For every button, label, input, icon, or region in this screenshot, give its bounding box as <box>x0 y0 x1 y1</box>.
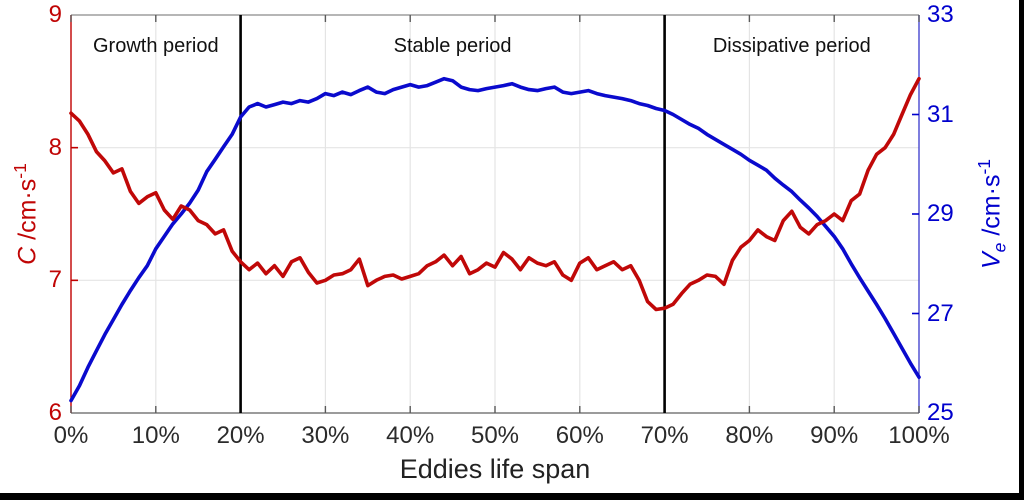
x-tick-label: 30% <box>301 422 350 449</box>
x-tick-label: 20% <box>216 422 265 449</box>
right-axis-variable: V <box>977 252 1006 270</box>
x-tick-label: 40% <box>386 422 435 449</box>
left-tick-label: 9 <box>48 1 62 28</box>
right-axis-unit: /cm·s <box>977 174 1006 243</box>
x-tick-label: 60% <box>555 422 604 449</box>
left-axis-variable: C <box>13 246 42 265</box>
x-tick-label: 0% <box>53 422 89 449</box>
left-axis-exponent: -1 <box>10 163 30 179</box>
period-label: Growth period <box>92 35 219 57</box>
right-tick-label: 27 <box>927 299 954 327</box>
x-tick-label: 80% <box>725 422 774 449</box>
x-axis-title: Eddies life span <box>399 454 591 484</box>
ve-curve <box>69 76 921 403</box>
right-tick-label: 33 <box>927 1 954 28</box>
period-label: Dissipative period <box>712 35 871 57</box>
right-axis-title: Ve /cm·s-1 <box>969 104 1009 324</box>
left-axis-unit: /cm·s <box>13 178 42 247</box>
c-curve <box>69 76 921 312</box>
right-tick-label: 31 <box>927 100 954 128</box>
left-axis-title: C /cm·s-1 <box>5 104 41 324</box>
x-tick-label: 90% <box>810 422 859 449</box>
x-tick-label: 10% <box>131 422 180 449</box>
right-axis-exponent: -1 <box>974 158 994 175</box>
right-tick-label: 25 <box>927 399 954 426</box>
period-label: Stable period <box>393 35 512 57</box>
screenshot-bottom-border <box>0 493 1024 500</box>
x-tick-label: 100% <box>888 422 950 449</box>
screenshot-right-border <box>1019 0 1024 500</box>
right-axis-subscript: e <box>989 242 1010 253</box>
left-tick-label: 8 <box>48 133 62 161</box>
left-tick-label: 6 <box>48 399 62 426</box>
right-tick-label: 29 <box>927 200 954 227</box>
x-tick-label: 50% <box>470 422 520 449</box>
left-tick-label: 7 <box>48 266 62 294</box>
x-tick-label: 70% <box>640 422 689 449</box>
